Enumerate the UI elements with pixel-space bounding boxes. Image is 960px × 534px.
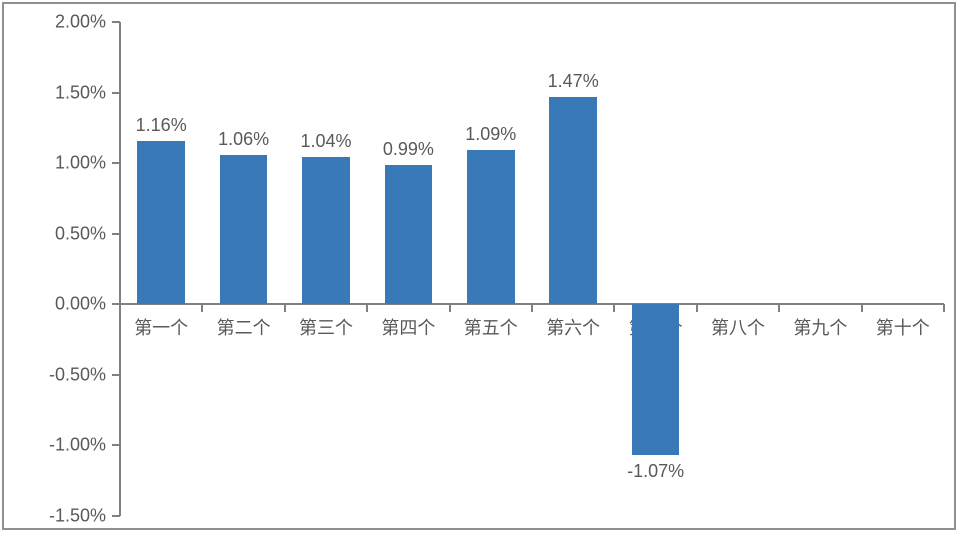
bar	[632, 304, 680, 455]
bar-value-label: 1.06%	[218, 129, 269, 150]
x-tick	[531, 304, 533, 312]
x-tick	[696, 304, 698, 312]
x-tick-label: 第三个	[299, 314, 353, 340]
x-tick	[778, 304, 780, 312]
x-tick	[201, 304, 203, 312]
y-tick	[112, 92, 120, 94]
bar	[385, 165, 433, 305]
y-tick-label: -0.50%	[16, 364, 106, 385]
x-tick-label: 第二个	[217, 314, 271, 340]
x-tick-label: 第八个	[711, 314, 765, 340]
x-tick-label: 第一个	[134, 314, 188, 340]
bar-value-label: 1.04%	[300, 131, 351, 152]
bar-value-label: -1.07%	[627, 461, 684, 482]
y-tick-label: 0.50%	[16, 223, 106, 244]
y-tick-label: -1.50%	[16, 506, 106, 527]
bar	[137, 141, 185, 305]
y-tick	[112, 233, 120, 235]
y-tick-label: -1.00%	[16, 435, 106, 456]
bar	[549, 97, 597, 304]
x-tick	[613, 304, 615, 312]
y-tick	[112, 303, 120, 305]
x-tick	[366, 304, 368, 312]
y-tick	[112, 444, 120, 446]
plot-area: 2.00%1.50%1.00%0.50%0.00%-0.50%-1.00%-1.…	[120, 22, 944, 516]
x-tick-label: 第九个	[793, 314, 847, 340]
bar	[220, 155, 268, 305]
y-tick	[112, 515, 120, 517]
y-tick-label: 1.50%	[16, 82, 106, 103]
y-tick-label: 2.00%	[16, 12, 106, 33]
y-tick	[112, 374, 120, 376]
bar-value-label: 1.47%	[548, 71, 599, 92]
x-tick-label: 第四个	[381, 314, 435, 340]
bar	[302, 157, 350, 304]
bar-value-label: 1.09%	[465, 124, 516, 145]
y-tick-label: 1.00%	[16, 153, 106, 174]
x-tick-label: 第六个	[546, 314, 600, 340]
y-tick	[112, 21, 120, 23]
x-tick	[943, 304, 945, 312]
x-tick-label: 第十个	[876, 314, 930, 340]
bar-value-label: 0.99%	[383, 139, 434, 160]
chart-frame: 2.00% 1.50% 1.00% 0.50% 0.00% -0.50% -1.00% -1.…	[2, 2, 956, 530]
y-tick	[112, 162, 120, 164]
y-tick-label: 0.00%	[16, 294, 106, 315]
x-tick	[449, 304, 451, 312]
x-tick-label: 第五个	[464, 314, 518, 340]
y-axis	[119, 22, 121, 516]
x-tick	[284, 304, 286, 312]
bar-value-label: 1.16%	[136, 115, 187, 136]
bar	[467, 150, 515, 304]
x-tick	[861, 304, 863, 312]
